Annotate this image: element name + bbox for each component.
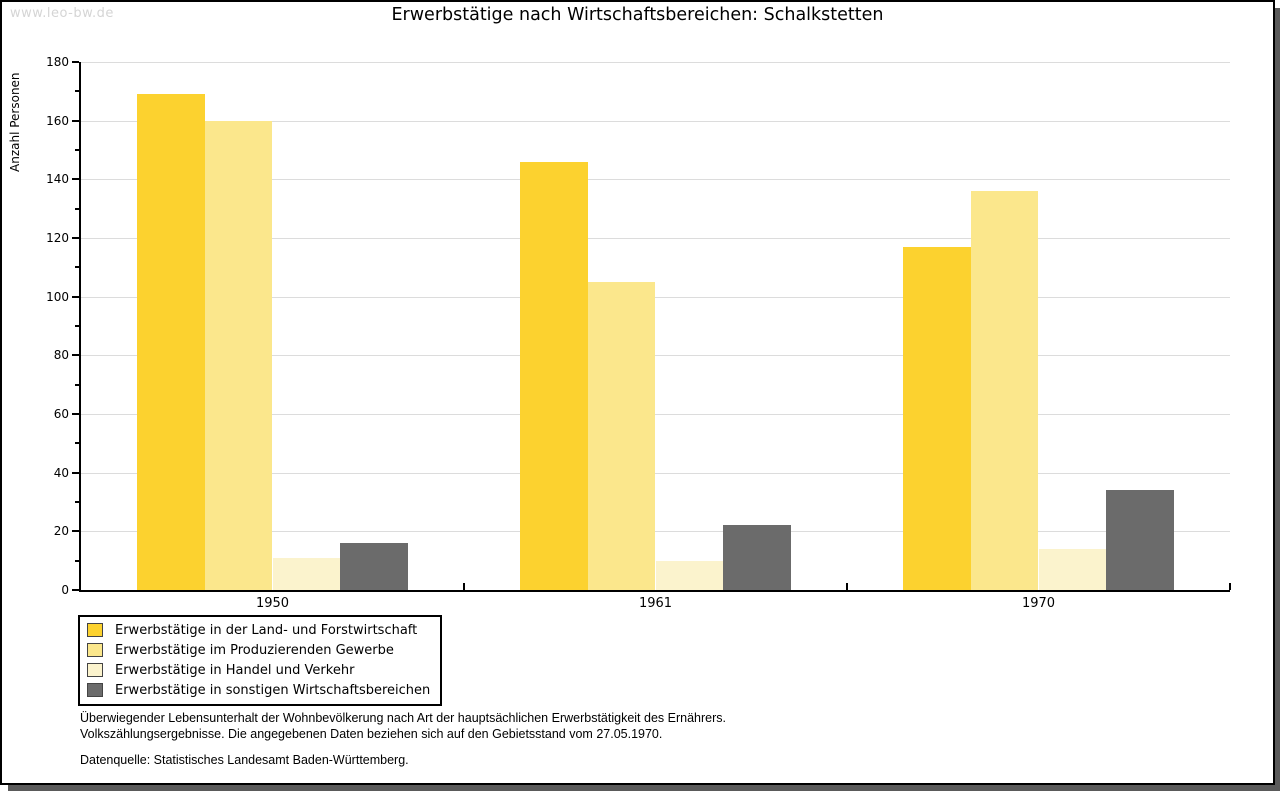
y-axis-tick-label: 140 bbox=[46, 172, 69, 187]
window-shadow-right bbox=[1275, 8, 1280, 791]
legend-color-swatch bbox=[87, 623, 103, 637]
gridline bbox=[81, 296, 1230, 298]
gridline bbox=[81, 62, 1230, 63]
bar-1950-series4 bbox=[340, 543, 408, 590]
gridline bbox=[81, 472, 1230, 474]
y-axis-tick-label: 80 bbox=[53, 348, 69, 363]
y-axis-tick bbox=[75, 90, 79, 93]
x-axis-tick bbox=[846, 583, 848, 590]
bar-1950-series2 bbox=[204, 120, 273, 590]
legend-item: Erwerbstätige in sonstigen Wirtschaftsbe… bbox=[87, 680, 430, 700]
y-axis-title: Anzahl Personen bbox=[8, 72, 22, 172]
y-axis-tick bbox=[72, 471, 79, 474]
y-axis-tick bbox=[75, 501, 79, 503]
y-axis-tick bbox=[72, 178, 79, 181]
data-source-note: Datenquelle: Statistisches Landesamt Bad… bbox=[80, 753, 409, 767]
bar-1961-series4 bbox=[723, 525, 791, 590]
gridline bbox=[81, 414, 1230, 415]
gridline bbox=[81, 120, 1230, 122]
gridline bbox=[81, 179, 1230, 181]
y-axis-tick bbox=[75, 207, 79, 210]
footnote-line: Volkszählungsergebnisse. Die angegebenen… bbox=[80, 727, 663, 741]
bar-1970-series1 bbox=[903, 246, 971, 590]
legend: Erwerbstätige in der Land- und Forstwirt… bbox=[78, 615, 443, 706]
legend-item: Erwerbstätige in Handel und Verkehr bbox=[87, 660, 430, 680]
y-axis-tick bbox=[72, 61, 79, 63]
y-axis-tick bbox=[75, 442, 79, 445]
y-axis-tick bbox=[75, 325, 79, 327]
y-axis-tick bbox=[75, 266, 79, 269]
gridline bbox=[81, 355, 1230, 357]
y-axis-tick bbox=[75, 559, 79, 562]
y-axis-tick-label: 160 bbox=[46, 113, 69, 128]
legend-item: Erwerbstätige in der Land- und Forstwirt… bbox=[87, 620, 430, 640]
y-axis-tick-label: 100 bbox=[46, 289, 69, 304]
y-axis-tick bbox=[72, 237, 79, 239]
chart-title: Erwerbstätige nach Wirtschaftsbereichen:… bbox=[391, 5, 884, 25]
bar-1961-series3 bbox=[655, 560, 724, 590]
y-axis-tick bbox=[75, 149, 79, 151]
y-axis-tick bbox=[72, 530, 79, 533]
window-shadow-bottom bbox=[8, 785, 1275, 791]
y-axis-tick bbox=[75, 383, 79, 386]
y-axis-tick-label: 20 bbox=[53, 524, 69, 539]
y-axis-tick bbox=[72, 589, 79, 591]
x-axis-category-label: 1970 bbox=[1021, 596, 1056, 611]
y-axis-line bbox=[79, 62, 81, 592]
bar-1961-series2 bbox=[587, 282, 656, 590]
bar-1970-series2 bbox=[970, 191, 1039, 590]
plot-area: 0 20 40 60 80 100 120 140 160 180 1950 1961 1970 bbox=[46, 55, 1231, 611]
x-axis-tick bbox=[1229, 583, 1231, 590]
y-axis-tick-label: 60 bbox=[53, 407, 69, 421]
x-axis-tick bbox=[463, 583, 465, 590]
gridline bbox=[81, 238, 1230, 239]
bar-1950-series1 bbox=[137, 94, 205, 590]
y-axis-tick bbox=[72, 295, 79, 298]
x-axis-category-label: 1961 bbox=[638, 596, 673, 611]
y-axis-tick-label: 120 bbox=[46, 231, 69, 245]
legend-color-swatch bbox=[87, 663, 103, 677]
y-axis-tick bbox=[72, 413, 79, 415]
legend-color-swatch bbox=[87, 643, 103, 657]
footnote-line: Überwiegender Lebensunterhalt der Wohnbe… bbox=[80, 711, 726, 725]
x-axis-line bbox=[79, 590, 1230, 592]
legend-label: Erwerbstätige im Produzierenden Gewerbe bbox=[115, 642, 394, 658]
footnote: Überwiegender Lebensunterhalt der Wohnbe… bbox=[80, 710, 726, 768]
bar-1970-series3 bbox=[1038, 548, 1107, 590]
bar-1961-series1 bbox=[520, 161, 588, 590]
y-axis-tick-label: 40 bbox=[53, 465, 69, 480]
legend-label: Erwerbstätige in sonstigen Wirtschaftsbe… bbox=[115, 682, 431, 698]
legend-item: Erwerbstätige im Produzierenden Gewerbe bbox=[87, 640, 430, 660]
x-axis-category-label: 1950 bbox=[255, 596, 290, 611]
y-axis-tick bbox=[72, 354, 79, 357]
watermark: www.leo-bw.de bbox=[10, 6, 114, 21]
legend-label: Erwerbstätige in der Land- und Forstwirt… bbox=[115, 622, 418, 638]
legend-color-swatch bbox=[87, 683, 103, 697]
y-axis-tick bbox=[72, 119, 79, 122]
bar-1950-series3 bbox=[272, 557, 341, 590]
gridline bbox=[81, 531, 1230, 533]
y-axis-tick-label: 180 bbox=[46, 55, 69, 69]
bar-1970-series4 bbox=[1106, 490, 1174, 590]
y-axis-tick-label: 0 bbox=[61, 583, 69, 597]
legend-label: Erwerbstätige in Handel und Verkehr bbox=[115, 662, 355, 678]
